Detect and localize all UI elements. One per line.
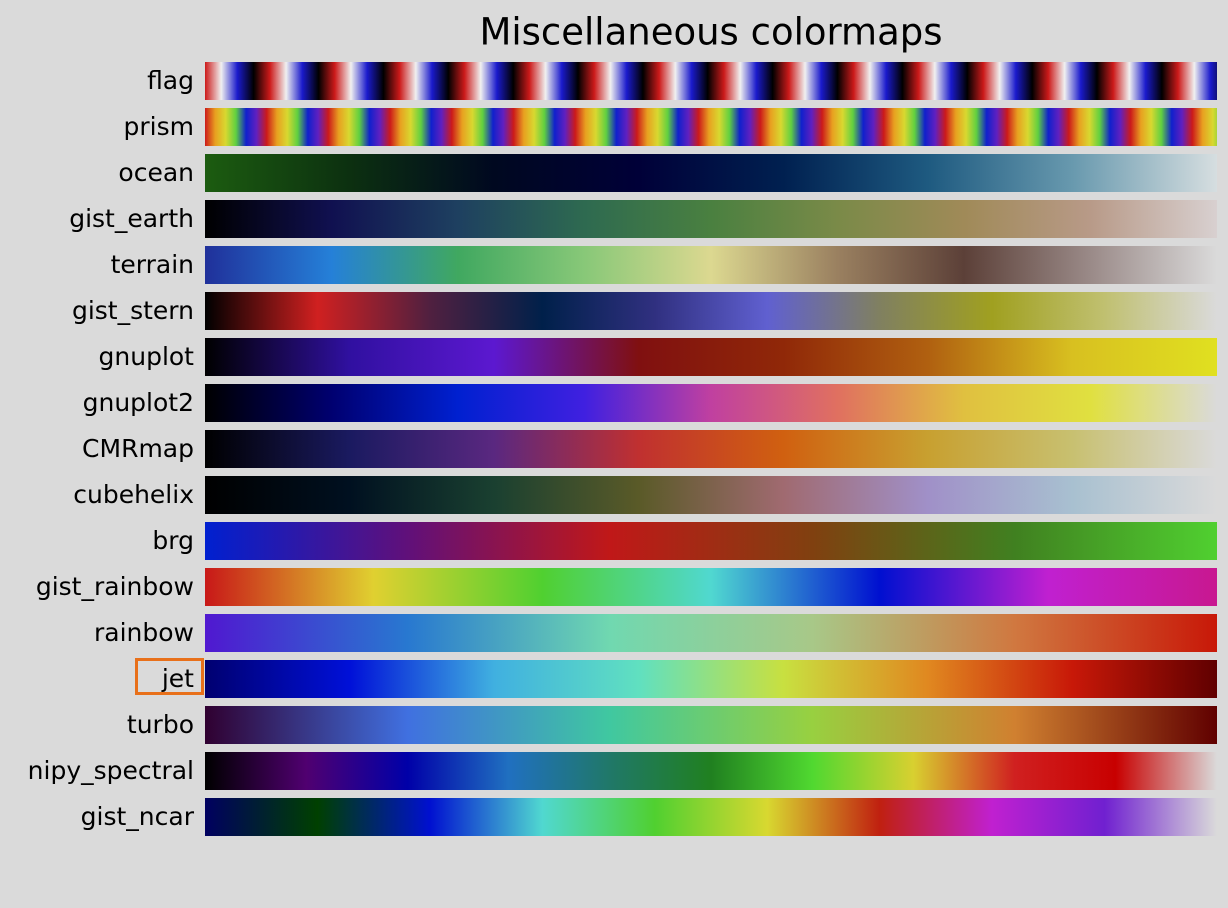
- colormap-label: gnuplot: [99, 342, 195, 371]
- colormap-bar: [205, 752, 1217, 790]
- colormap-bar: [205, 200, 1217, 238]
- colormap-label: gist_stern: [72, 296, 194, 325]
- colormap-bar: [205, 62, 1217, 100]
- figure-title: Miscellaneous colormaps: [479, 11, 942, 54]
- colormap-bar: [205, 614, 1217, 652]
- colormap-bar: [205, 568, 1217, 606]
- colormap-bar: [205, 384, 1217, 422]
- colormap-label: prism: [124, 112, 194, 141]
- colormap-bar: [205, 522, 1217, 560]
- colormap-label: nipy_spectral: [28, 756, 194, 785]
- colormap-label: gist_ncar: [81, 802, 195, 831]
- colormap-label: gist_earth: [69, 204, 194, 233]
- colormap-label: flag: [147, 66, 194, 95]
- colormap-label: terrain: [111, 250, 194, 279]
- colormap-bar: [205, 660, 1217, 698]
- colormap-bar: [205, 706, 1217, 744]
- colormap-label: brg: [152, 526, 194, 555]
- colormap-bar: [205, 798, 1217, 836]
- colormap-bar: [205, 292, 1217, 330]
- colormap-label: rainbow: [94, 618, 194, 647]
- colormap-bar: [205, 246, 1217, 284]
- colormap-bar: [205, 154, 1217, 192]
- highlight-box: [135, 658, 204, 695]
- colormap-bar: [205, 338, 1217, 376]
- colormap-bar: [205, 108, 1217, 146]
- colormap-label: gist_rainbow: [36, 572, 194, 601]
- colormap-label: ocean: [118, 158, 194, 187]
- colormap-bar: [205, 430, 1217, 468]
- colormap-label: turbo: [127, 710, 194, 739]
- colormap-label: gnuplot2: [83, 388, 194, 417]
- colormap-bar: [205, 476, 1217, 514]
- colormap-label: jet: [161, 664, 194, 693]
- colormap-label: CMRmap: [82, 434, 194, 463]
- colormap-label: cubehelix: [73, 480, 194, 509]
